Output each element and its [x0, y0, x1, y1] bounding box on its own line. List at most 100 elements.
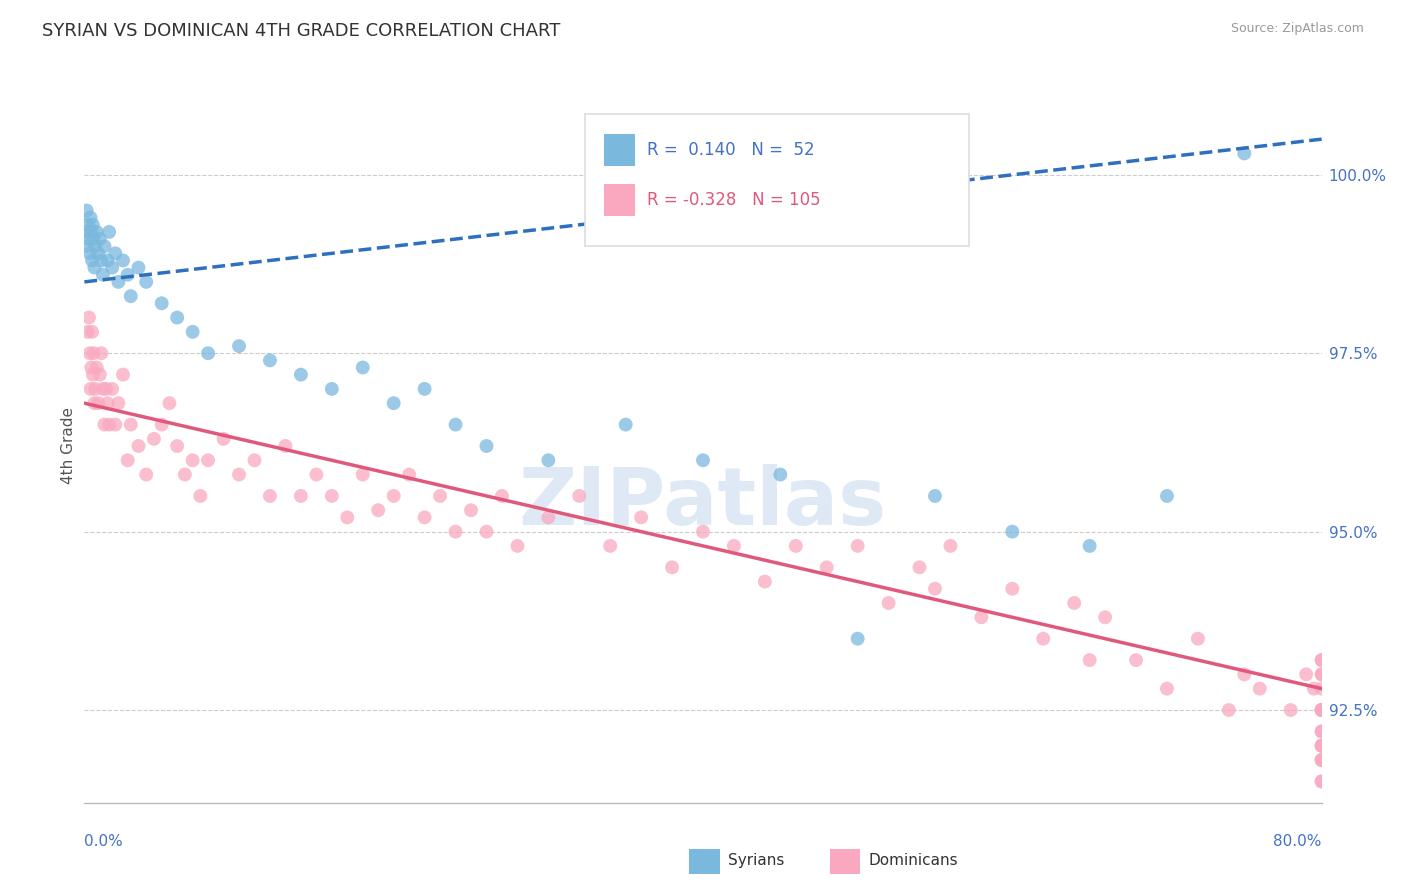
Point [120, 417, 142, 432]
Point [413, 382, 436, 396]
Point [143, 432, 166, 446]
Point [107, 275, 129, 289]
Point [166, 439, 188, 453]
Point [135, 275, 157, 289]
Point [1279, 703, 1302, 717]
Point [117, 453, 139, 467]
Point [614, 417, 637, 432]
Point [98, 225, 121, 239]
Point [98, 417, 121, 432]
Point [112, 368, 135, 382]
Point [87, 396, 110, 410]
Point [846, 632, 869, 646]
Point [1310, 703, 1333, 717]
Bar [605, 134, 636, 166]
Point [815, 560, 838, 574]
Point [89, 232, 111, 246]
Point [101, 382, 124, 396]
Point [1218, 703, 1240, 717]
Point [1310, 753, 1333, 767]
Point [568, 489, 591, 503]
Point [82, 325, 104, 339]
Point [491, 489, 513, 503]
Point [174, 467, 197, 482]
Point [80, 225, 103, 239]
Point [259, 353, 281, 368]
Point [83, 346, 105, 360]
Point [87, 246, 110, 260]
Point [785, 539, 807, 553]
Text: SYRIAN VS DOMINICAN 4TH GRADE CORRELATION CHART: SYRIAN VS DOMINICAN 4TH GRADE CORRELATIO… [42, 22, 561, 40]
Point [228, 339, 250, 353]
Point [1249, 681, 1271, 696]
Point [197, 346, 219, 360]
Point [77, 232, 100, 246]
Point [159, 396, 181, 410]
Point [692, 524, 714, 539]
Point [1310, 703, 1333, 717]
Point [79, 346, 101, 360]
Point [336, 510, 359, 524]
Point [352, 360, 374, 375]
Point [77, 310, 100, 325]
Point [91, 268, 114, 282]
Point [1310, 667, 1333, 681]
Point [1032, 632, 1054, 646]
Point [1156, 681, 1178, 696]
Point [692, 453, 714, 467]
Point [94, 382, 117, 396]
Point [1310, 653, 1333, 667]
Point [1310, 703, 1333, 717]
Point [1310, 739, 1333, 753]
Point [79, 246, 101, 260]
Point [90, 253, 112, 268]
Point [924, 582, 946, 596]
Point [537, 453, 560, 467]
Point [104, 417, 127, 432]
Point [120, 289, 142, 303]
Point [212, 432, 235, 446]
Text: 80.0%: 80.0% [1274, 834, 1322, 849]
Point [117, 268, 139, 282]
Bar [605, 184, 636, 216]
Point [150, 417, 173, 432]
Point [429, 489, 451, 503]
Point [228, 467, 250, 482]
Point [398, 467, 420, 482]
Point [181, 453, 204, 467]
Text: Syrians: Syrians [728, 854, 785, 868]
Point [82, 253, 104, 268]
Point [75, 225, 97, 239]
Point [290, 489, 312, 503]
Point [79, 382, 101, 396]
Point [1094, 610, 1116, 624]
Point [1310, 667, 1333, 681]
Point [1063, 596, 1085, 610]
Point [112, 253, 135, 268]
Point [1310, 703, 1333, 717]
Point [101, 260, 124, 275]
Point [86, 360, 108, 375]
Point [93, 417, 115, 432]
Point [83, 232, 105, 246]
Text: ZIPatlas: ZIPatlas [519, 464, 887, 542]
Y-axis label: 4th Grade: 4th Grade [60, 408, 76, 484]
Point [97, 396, 120, 410]
Point [939, 539, 962, 553]
Point [444, 417, 467, 432]
Point [599, 539, 621, 553]
Point [413, 510, 436, 524]
Point [367, 503, 389, 517]
Point [166, 310, 188, 325]
Point [274, 439, 297, 453]
Point [1310, 681, 1333, 696]
Point [661, 560, 683, 574]
Point [970, 610, 993, 624]
Point [82, 218, 104, 232]
Point [83, 396, 105, 410]
Point [76, 239, 98, 253]
Point [93, 239, 115, 253]
Point [1233, 146, 1256, 161]
Point [537, 510, 560, 524]
Text: R =  0.140   N =  52: R = 0.140 N = 52 [647, 141, 815, 159]
